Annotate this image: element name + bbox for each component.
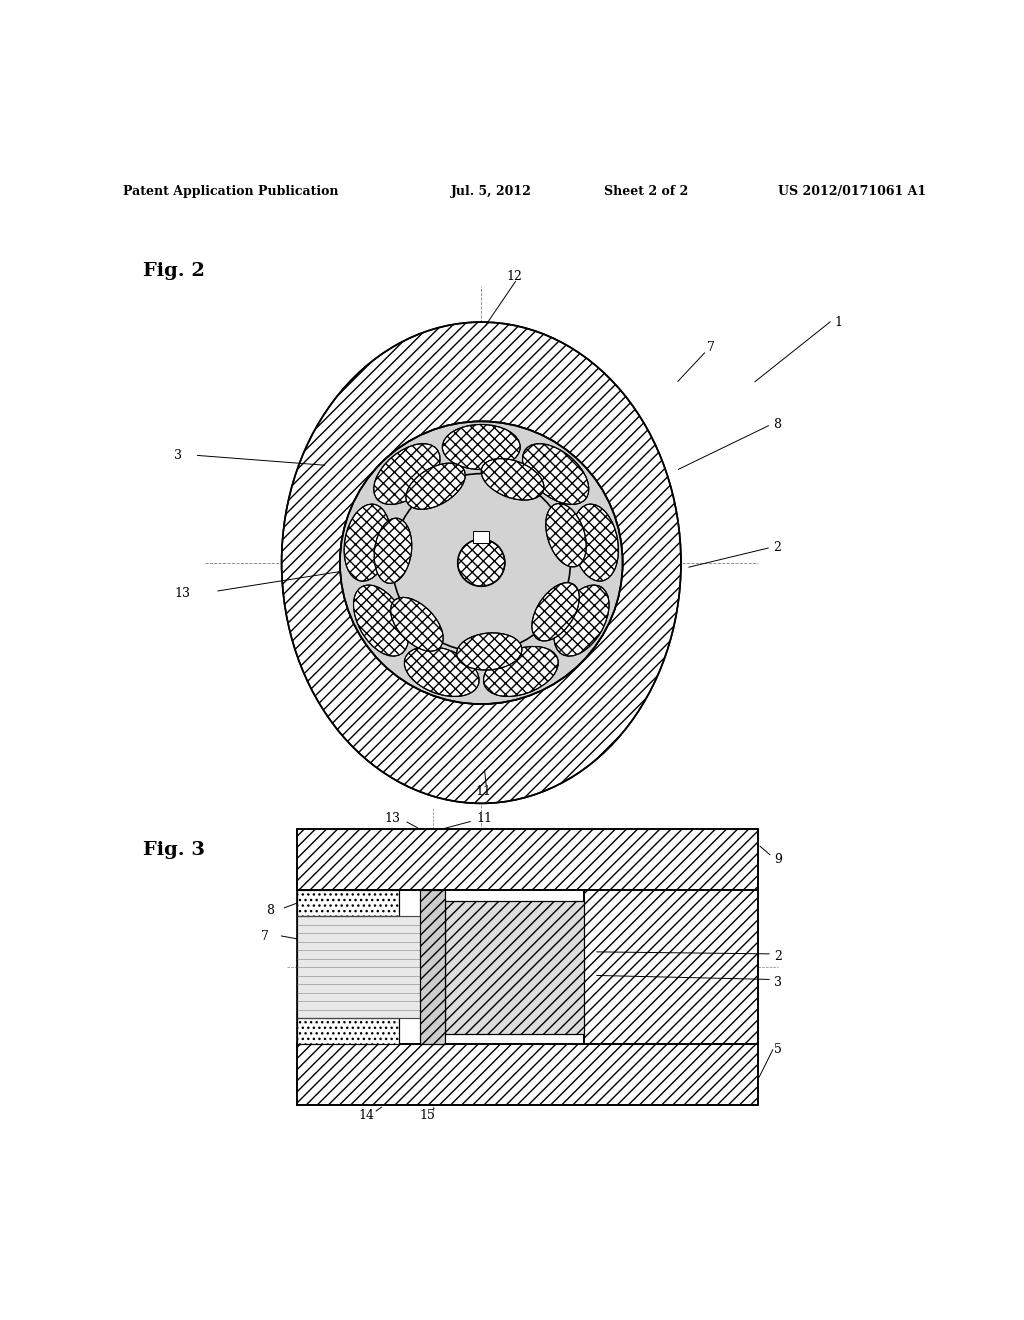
Ellipse shape bbox=[572, 504, 618, 581]
Text: 2: 2 bbox=[773, 541, 781, 554]
Ellipse shape bbox=[481, 458, 544, 500]
Ellipse shape bbox=[374, 519, 412, 583]
Text: 2: 2 bbox=[774, 950, 782, 964]
Bar bbox=[297, 1044, 758, 1105]
Ellipse shape bbox=[483, 647, 558, 697]
Text: Fig. 2: Fig. 2 bbox=[143, 261, 205, 280]
Bar bbox=[420, 891, 445, 1044]
Bar bbox=[297, 891, 399, 916]
Ellipse shape bbox=[442, 425, 520, 470]
Ellipse shape bbox=[406, 463, 465, 510]
Ellipse shape bbox=[282, 322, 681, 804]
Text: Fig. 3: Fig. 3 bbox=[143, 841, 206, 858]
Bar bbox=[584, 891, 758, 1044]
Text: 1: 1 bbox=[835, 315, 843, 329]
Text: US 2012/0171061 A1: US 2012/0171061 A1 bbox=[778, 185, 927, 198]
Text: 7: 7 bbox=[707, 341, 715, 354]
Circle shape bbox=[392, 474, 570, 652]
Bar bbox=[473, 531, 489, 544]
Bar bbox=[297, 1044, 758, 1105]
Text: Patent Application Publication: Patent Application Publication bbox=[123, 185, 338, 198]
Bar bbox=[297, 829, 758, 891]
Ellipse shape bbox=[531, 582, 580, 642]
Ellipse shape bbox=[344, 504, 390, 581]
Bar bbox=[297, 891, 399, 916]
Text: 13: 13 bbox=[384, 812, 400, 825]
Text: 8: 8 bbox=[773, 418, 781, 430]
Text: 5: 5 bbox=[774, 1043, 782, 1056]
Bar bbox=[445, 900, 584, 1034]
Bar bbox=[420, 891, 445, 1044]
Bar bbox=[584, 891, 758, 1044]
Circle shape bbox=[458, 539, 505, 586]
Ellipse shape bbox=[522, 444, 589, 504]
Text: 11: 11 bbox=[475, 784, 492, 797]
Ellipse shape bbox=[404, 647, 479, 697]
Ellipse shape bbox=[390, 598, 443, 651]
Text: 11: 11 bbox=[476, 812, 493, 825]
Text: 9: 9 bbox=[774, 853, 782, 866]
Text: Jul. 5, 2012: Jul. 5, 2012 bbox=[451, 185, 531, 198]
Bar bbox=[297, 891, 584, 1044]
Text: 3: 3 bbox=[174, 449, 182, 462]
Ellipse shape bbox=[374, 444, 440, 504]
Circle shape bbox=[340, 421, 623, 704]
Bar bbox=[297, 1019, 399, 1044]
Text: 3: 3 bbox=[774, 975, 782, 989]
Circle shape bbox=[392, 474, 570, 652]
Text: 15: 15 bbox=[420, 1109, 436, 1122]
Ellipse shape bbox=[457, 632, 522, 671]
Circle shape bbox=[340, 421, 623, 704]
Bar bbox=[297, 829, 758, 891]
Text: 14: 14 bbox=[358, 1109, 375, 1122]
Text: 8: 8 bbox=[266, 904, 274, 917]
Ellipse shape bbox=[546, 503, 587, 566]
Bar bbox=[445, 900, 584, 1034]
Bar bbox=[297, 916, 445, 1019]
Text: 12: 12 bbox=[507, 269, 523, 282]
Ellipse shape bbox=[554, 585, 609, 656]
Text: 13: 13 bbox=[174, 587, 190, 599]
Ellipse shape bbox=[353, 585, 409, 656]
Text: Sheet 2 of 2: Sheet 2 of 2 bbox=[604, 185, 688, 198]
Text: 7: 7 bbox=[261, 931, 269, 942]
Bar bbox=[297, 1019, 399, 1044]
